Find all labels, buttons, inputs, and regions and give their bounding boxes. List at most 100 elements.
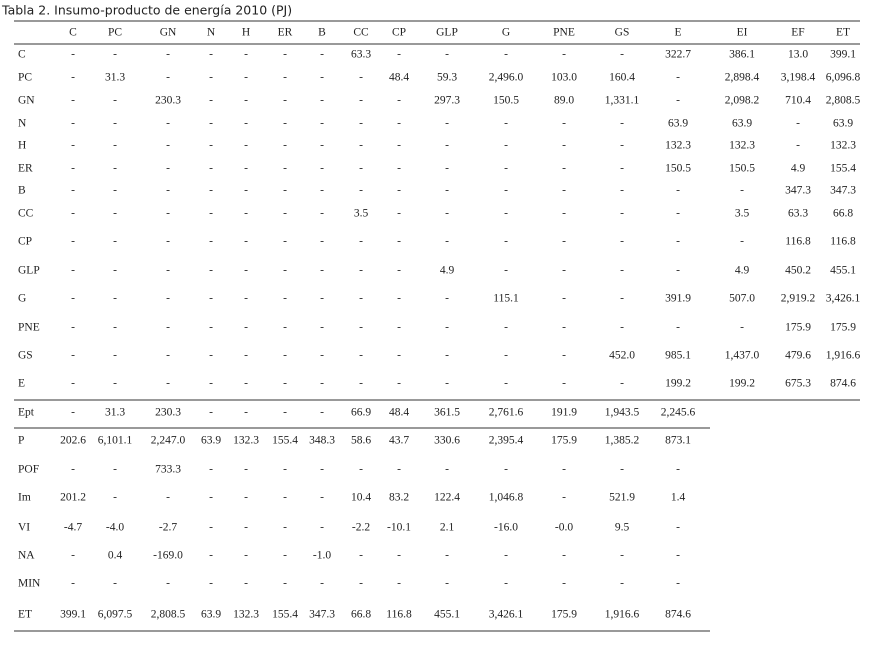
cell: 1,046.8 <box>489 492 524 504</box>
cell: - <box>283 550 287 562</box>
cell: - <box>562 550 566 562</box>
row-label: E <box>18 378 25 390</box>
cell: - <box>320 322 324 334</box>
cell: - <box>320 208 324 220</box>
row-label: B <box>18 185 26 197</box>
cell: - <box>359 265 363 277</box>
cell: - <box>209 72 213 84</box>
cell: - <box>359 464 363 476</box>
cell: 2,098.2 <box>725 95 760 107</box>
row-label: GS <box>18 350 33 362</box>
cell: - <box>562 49 566 61</box>
cell: 361.5 <box>434 407 460 419</box>
cell: 116.8 <box>386 609 412 621</box>
row-label: GLP <box>18 265 40 277</box>
cell: - <box>397 49 401 61</box>
cell: - <box>504 464 508 476</box>
column-header: G <box>502 27 510 39</box>
cell: 175.9 <box>785 322 811 334</box>
cell: - <box>740 236 744 248</box>
cell: - <box>244 407 248 419</box>
cell: - <box>113 95 117 107</box>
cell: - <box>504 140 508 152</box>
cell: - <box>71 49 75 61</box>
cell: - <box>166 118 170 130</box>
cell: - <box>359 163 363 175</box>
cell: 63.9 <box>201 609 221 621</box>
cell: - <box>244 118 248 130</box>
cell: 63.9 <box>201 435 221 447</box>
cell: 63.9 <box>732 118 752 130</box>
cell: - <box>320 49 324 61</box>
cell: - <box>209 185 213 197</box>
cell: - <box>359 118 363 130</box>
cell: - <box>166 140 170 152</box>
cell: 58.6 <box>351 435 371 447</box>
cell: - <box>283 208 287 220</box>
cell: 2,898.4 <box>725 72 760 84</box>
cell: - <box>283 140 287 152</box>
cell: - <box>209 464 213 476</box>
cell: 1,331.1 <box>605 95 640 107</box>
cell: - <box>71 464 75 476</box>
cell: 322.7 <box>665 49 691 61</box>
cell: - <box>113 208 117 220</box>
cell: - <box>71 322 75 334</box>
cell: - <box>71 407 75 419</box>
cell: - <box>562 378 566 390</box>
cell: 83.2 <box>389 492 409 504</box>
row-label: ER <box>18 163 33 175</box>
cell: 160.4 <box>609 72 635 84</box>
cell: - <box>676 522 680 534</box>
cell: - <box>504 185 508 197</box>
cell: - <box>676 208 680 220</box>
cell: - <box>359 185 363 197</box>
cell: - <box>562 208 566 220</box>
cell: - <box>244 378 248 390</box>
cell: 3,426.1 <box>489 609 524 621</box>
cell: - <box>445 578 449 590</box>
cell: - <box>244 72 248 84</box>
cell: - <box>445 464 449 476</box>
cell: - <box>209 95 213 107</box>
cell: - <box>209 293 213 305</box>
cell: 63.9 <box>668 118 688 130</box>
cell: - <box>244 578 248 590</box>
cell: - <box>397 322 401 334</box>
cell: 521.9 <box>609 492 635 504</box>
cell: - <box>209 163 213 175</box>
cell: - <box>562 185 566 197</box>
row-label: G <box>18 293 26 305</box>
row-label: MIN <box>18 578 41 590</box>
cell: - <box>676 550 680 562</box>
cell: 132.3 <box>729 140 755 152</box>
cell: 132.3 <box>233 435 259 447</box>
cell: - <box>71 118 75 130</box>
cell: - <box>445 140 449 152</box>
cell: - <box>244 95 248 107</box>
cell: - <box>113 118 117 130</box>
cell: - <box>397 378 401 390</box>
cell: 2,496.0 <box>489 72 524 84</box>
cell: - <box>676 185 680 197</box>
cell: - <box>166 49 170 61</box>
cell: 347.3 <box>785 185 811 197</box>
cell: - <box>796 118 800 130</box>
cell: - <box>71 550 75 562</box>
cell: - <box>676 72 680 84</box>
cell: - <box>209 236 213 248</box>
cell: - <box>562 578 566 590</box>
cell: - <box>320 185 324 197</box>
cell: - <box>166 378 170 390</box>
cell: - <box>397 265 401 277</box>
cell: - <box>397 293 401 305</box>
cell: 48.4 <box>389 72 409 84</box>
cell: 175.9 <box>551 609 577 621</box>
cell: - <box>562 350 566 362</box>
column-header: E <box>674 27 681 39</box>
cell: - <box>620 322 624 334</box>
cell: - <box>71 208 75 220</box>
cell: - <box>504 118 508 130</box>
cell: - <box>676 265 680 277</box>
